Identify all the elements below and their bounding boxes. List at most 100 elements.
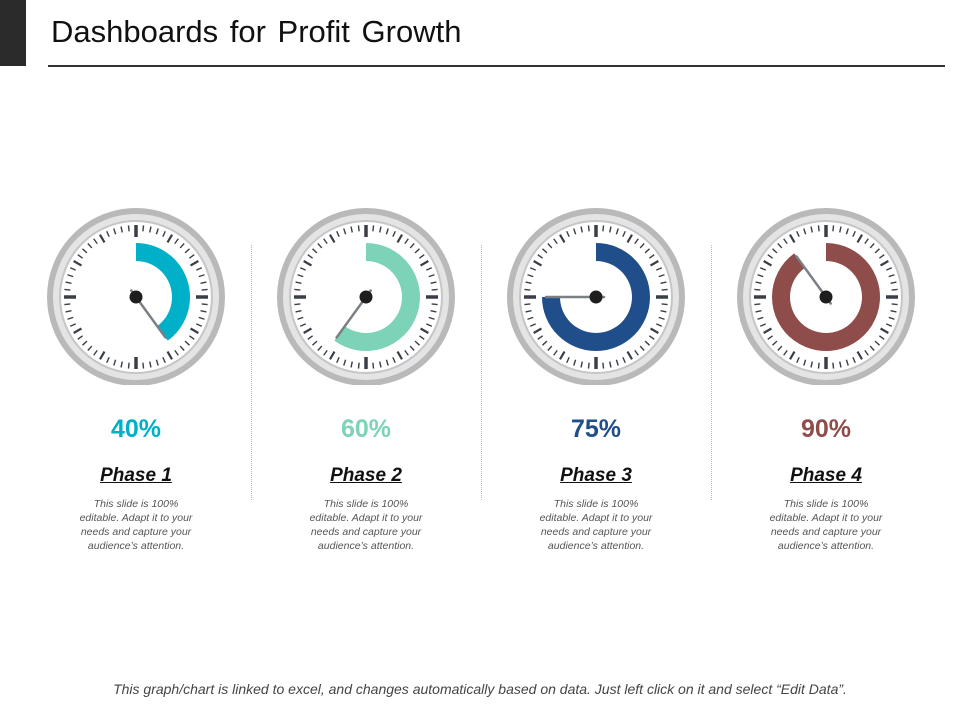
gauge-tick xyxy=(626,234,633,243)
gauge-dial-4 xyxy=(737,208,915,385)
gauge-tick xyxy=(559,234,566,243)
gauge-tick xyxy=(573,228,577,235)
gauge-tick xyxy=(755,281,762,284)
gauge-tick xyxy=(602,225,605,232)
gauge-tick xyxy=(430,310,437,313)
gauge-tick xyxy=(317,345,323,351)
gauge-tick xyxy=(757,316,764,320)
phase-description: This slide is 100% editable. Adapt it to… xyxy=(79,498,193,552)
gauge-tick xyxy=(312,340,318,346)
gauge-tick xyxy=(329,351,336,360)
gauge-tick xyxy=(299,267,306,271)
gauge-tick xyxy=(200,310,207,313)
gauge-tick xyxy=(149,361,152,368)
gauge-tick xyxy=(106,230,110,237)
gauge-tick xyxy=(64,303,71,306)
gauge-value-arc xyxy=(772,243,880,351)
gauge-tick xyxy=(142,225,145,232)
gauge-tick xyxy=(891,288,898,291)
gauge-tick xyxy=(149,226,152,233)
gauge-tick xyxy=(890,281,897,284)
gauge-tick xyxy=(430,281,437,284)
gauge-value-label: 40% xyxy=(110,415,162,443)
gauge-tick xyxy=(810,226,813,233)
gauge-tick xyxy=(852,357,856,364)
gauge-tick xyxy=(639,345,645,351)
gauge-tick xyxy=(817,225,820,232)
gauge-tick xyxy=(67,316,74,320)
gauge-tick xyxy=(644,248,650,254)
gauge-tick xyxy=(329,234,336,243)
gauge-tick xyxy=(817,362,820,369)
gauge-tick xyxy=(155,359,159,366)
gauge-panel-2: 60% Phase 2 This slide is 100% editable.… xyxy=(276,205,456,552)
gauge-tick xyxy=(418,335,425,340)
gauge-tick xyxy=(162,357,166,364)
gauge-tick xyxy=(656,323,663,327)
phase-description: This slide is 100% editable. Adapt it to… xyxy=(309,498,423,552)
gauge-tick xyxy=(188,335,195,340)
gauge-tick xyxy=(845,228,849,235)
gauge-tick xyxy=(420,260,429,267)
gauge-tick xyxy=(783,349,788,356)
panel-divider xyxy=(481,245,482,500)
phase-title: Phase 4 xyxy=(790,465,862,486)
gauge-tick xyxy=(196,323,203,327)
gauge-tick xyxy=(767,254,774,259)
gauge-tick xyxy=(120,361,123,368)
gauge-tick xyxy=(527,316,534,320)
gauge-tick xyxy=(796,357,800,364)
gauge-tick xyxy=(409,243,415,249)
gauge-tick xyxy=(179,243,185,249)
gauge-tick xyxy=(759,267,766,271)
gauge-tick xyxy=(174,238,179,245)
gauge-tick xyxy=(537,254,544,259)
gauge-tick xyxy=(426,267,433,271)
gauge-value-arc xyxy=(542,243,650,351)
gauge-tick xyxy=(864,349,869,356)
gauge-hub xyxy=(589,290,603,304)
gauge-tick xyxy=(524,288,531,291)
gauge-tick xyxy=(127,225,130,232)
gauge-tick xyxy=(65,310,72,313)
gauge-tick xyxy=(196,267,203,271)
gauge-tick xyxy=(789,351,796,360)
gauge-tick xyxy=(553,349,558,356)
gauge-tick xyxy=(777,345,783,351)
gauge-tick xyxy=(190,327,199,334)
gauge-tick xyxy=(174,349,179,356)
gauge-tick xyxy=(587,225,590,232)
gauge-tick xyxy=(120,226,123,233)
gauge-tick xyxy=(166,351,173,360)
gauge-tick xyxy=(783,238,788,245)
footer-note: This graph/chart is linked to excel, and… xyxy=(113,681,847,697)
gauge-tick xyxy=(303,327,312,334)
gauge-tick xyxy=(524,303,531,306)
phase-title: Phase 1 xyxy=(100,465,172,486)
gauge-tick xyxy=(757,274,764,278)
gauge-tick xyxy=(755,310,762,313)
gauge-tick xyxy=(615,359,619,366)
gauge-tick xyxy=(357,225,360,232)
gauge-tick xyxy=(580,361,583,368)
gauge-tick xyxy=(891,303,898,306)
gauge-tick xyxy=(350,361,353,368)
gauge-tick xyxy=(615,228,619,235)
gauge-tick xyxy=(533,327,542,334)
gauge-tick xyxy=(379,361,382,368)
gauge-tick xyxy=(542,340,548,346)
gauge-tick xyxy=(754,303,761,306)
title-underline xyxy=(48,65,945,67)
gauge-tick xyxy=(529,267,536,271)
gauge-tick xyxy=(856,234,863,243)
gauge-value-arc xyxy=(334,243,420,351)
gauge-tick xyxy=(198,274,205,278)
gauge-tick xyxy=(622,357,626,364)
gauge-tick xyxy=(525,310,532,313)
phase-description: This slide is 100% editable. Adapt it to… xyxy=(539,498,653,552)
gauge-tick xyxy=(201,288,208,291)
gauge-tick xyxy=(880,260,889,267)
gauge-tick xyxy=(297,316,304,320)
gauge-tick xyxy=(404,349,409,356)
gauge-tick xyxy=(93,349,98,356)
